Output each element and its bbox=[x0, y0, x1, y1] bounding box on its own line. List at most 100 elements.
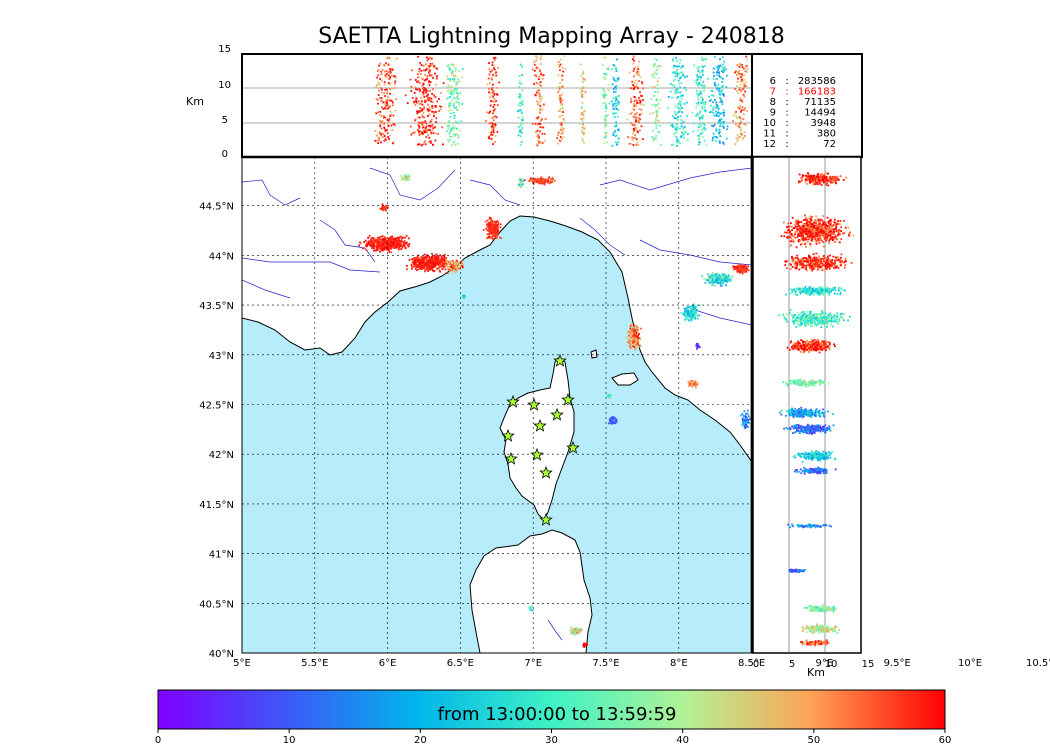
lightning-source bbox=[410, 264, 413, 267]
altitude-source bbox=[520, 129, 523, 132]
latitude-source bbox=[793, 232, 796, 234]
lightning-source bbox=[638, 333, 640, 336]
lightning-source bbox=[740, 269, 743, 272]
altitude-source bbox=[383, 107, 386, 110]
latitude-source bbox=[800, 234, 803, 237]
latitude-source bbox=[814, 233, 816, 236]
lightning-source bbox=[718, 277, 721, 280]
altitude-source bbox=[394, 76, 397, 79]
latitude-source bbox=[837, 178, 840, 181]
altitude-source bbox=[701, 128, 703, 131]
altitude-source bbox=[613, 102, 616, 105]
altitude-source bbox=[698, 141, 700, 143]
latitude-source bbox=[813, 179, 816, 182]
lightning-source bbox=[453, 268, 456, 270]
altitude-source bbox=[413, 92, 416, 94]
altitude-source bbox=[559, 123, 562, 126]
lightning-source bbox=[743, 420, 746, 422]
lightning-source bbox=[703, 277, 705, 280]
latitude-source bbox=[842, 232, 845, 235]
lightning-source bbox=[417, 263, 420, 266]
altitude-source bbox=[538, 75, 541, 78]
lightning-source bbox=[521, 180, 524, 183]
altitude-source bbox=[711, 137, 714, 139]
lightning-source bbox=[691, 317, 694, 320]
lightning-source bbox=[412, 265, 415, 268]
altitude-source bbox=[490, 77, 493, 80]
altitude-source bbox=[492, 57, 495, 59]
lightning-source bbox=[397, 245, 400, 248]
altitude-source bbox=[709, 111, 711, 114]
lightning-source bbox=[411, 261, 414, 264]
altitude-source bbox=[386, 92, 389, 95]
lightning-source bbox=[740, 414, 743, 417]
lightning-source bbox=[548, 182, 551, 185]
altitude-source bbox=[720, 98, 722, 101]
altitude-source bbox=[584, 78, 586, 81]
lat-tick-label: 43°N bbox=[209, 351, 234, 362]
altitude-source bbox=[518, 86, 521, 89]
altitude-source bbox=[712, 132, 715, 135]
altitude-source bbox=[493, 108, 496, 111]
altitude-source bbox=[614, 86, 617, 89]
altitude-source bbox=[616, 143, 619, 146]
altitude-source bbox=[496, 93, 498, 95]
latitude-source bbox=[835, 229, 838, 231]
latitude-source bbox=[791, 216, 794, 219]
altitude-source bbox=[493, 66, 495, 69]
latitude-source bbox=[837, 222, 840, 225]
altitude-source bbox=[679, 115, 682, 118]
latitude-source bbox=[805, 238, 808, 241]
latitude-source bbox=[830, 218, 832, 221]
altitude-source bbox=[561, 132, 564, 135]
altitude-source bbox=[603, 78, 606, 80]
lightning-source bbox=[436, 257, 439, 260]
altitude-source bbox=[559, 69, 561, 71]
altitude-source bbox=[456, 134, 459, 137]
altitude-source bbox=[561, 107, 564, 110]
altitude-source bbox=[488, 91, 490, 94]
lightning-source bbox=[701, 275, 704, 278]
lma-station-star bbox=[530, 447, 544, 461]
altitude-source bbox=[697, 97, 699, 100]
altitude-source bbox=[454, 70, 457, 73]
altitude-source bbox=[655, 127, 658, 130]
altitude-source bbox=[375, 86, 378, 88]
altitude-source bbox=[537, 103, 540, 105]
altitude-source bbox=[447, 89, 449, 92]
altitude-source bbox=[447, 127, 450, 130]
lightning-source bbox=[378, 236, 381, 239]
lightning-source bbox=[490, 222, 493, 225]
altitude-source bbox=[544, 139, 546, 142]
latitude-source bbox=[813, 181, 816, 183]
lightning-source bbox=[631, 337, 634, 340]
lightning-source bbox=[434, 257, 437, 260]
lightning-source bbox=[388, 239, 391, 242]
altitude-source bbox=[738, 104, 741, 107]
altitude-source bbox=[635, 143, 638, 146]
altitude-source bbox=[632, 144, 635, 146]
lightning-source bbox=[635, 348, 638, 351]
altitude-source bbox=[696, 73, 699, 76]
latitude-source bbox=[819, 230, 821, 233]
altitude-source bbox=[388, 118, 391, 120]
lightning-source bbox=[486, 225, 489, 228]
lightning-source bbox=[385, 206, 387, 209]
lon-tick-label: 9°E bbox=[816, 658, 834, 669]
lightning-source bbox=[451, 260, 454, 262]
lightning-source bbox=[407, 175, 410, 178]
altitude-source bbox=[713, 84, 716, 86]
altitude-source bbox=[421, 123, 424, 126]
lightning-source bbox=[490, 227, 493, 230]
altitude-source bbox=[539, 100, 542, 103]
altitude-source bbox=[562, 117, 565, 120]
lightning-source bbox=[745, 423, 748, 426]
latitude-source bbox=[809, 244, 812, 247]
altitude-source bbox=[389, 92, 392, 95]
altitude-source bbox=[701, 69, 704, 72]
altitude-source bbox=[634, 113, 637, 116]
altitude-source bbox=[452, 73, 455, 76]
latitude-source bbox=[813, 227, 816, 229]
latitude-source bbox=[820, 176, 822, 179]
lightning-source bbox=[444, 259, 446, 262]
